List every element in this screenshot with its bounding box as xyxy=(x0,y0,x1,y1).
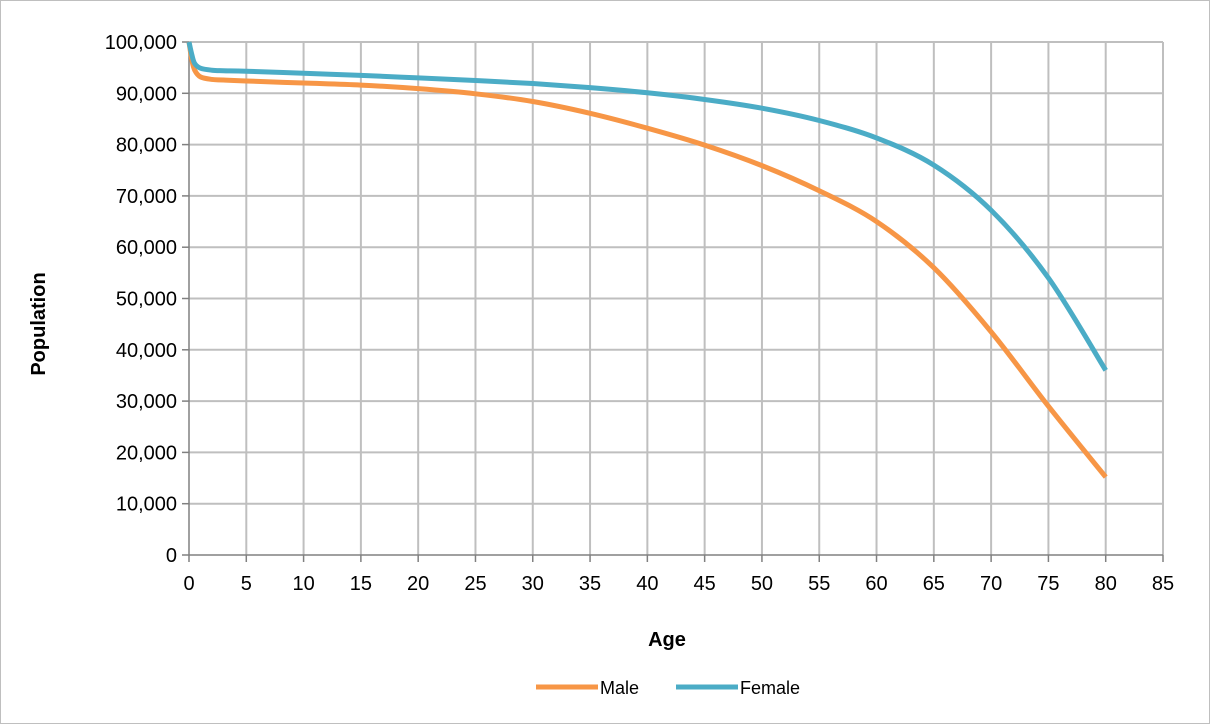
x-tick-label: 35 xyxy=(579,573,601,595)
x-tick-label: 45 xyxy=(694,573,716,595)
x-tick-label: 40 xyxy=(636,573,658,595)
y-tick-label: 30,000 xyxy=(116,391,177,413)
series-line-male xyxy=(186,41,1108,479)
y-tick-label: 100,000 xyxy=(105,32,177,54)
x-tick-label: 70 xyxy=(980,573,1002,595)
y-tick-label: 10,000 xyxy=(116,494,177,516)
x-tick-label: 25 xyxy=(464,573,486,595)
x-tick-label: 15 xyxy=(350,573,372,595)
y-tick-label: 70,000 xyxy=(116,186,177,208)
series-lines xyxy=(186,41,1108,479)
series-line-female xyxy=(186,41,1108,372)
x-tick-label: 20 xyxy=(407,573,429,595)
x-axis-title: Age xyxy=(648,629,686,651)
y-tick-label: 80,000 xyxy=(116,135,177,157)
y-axis-tick-labels: 0 10,000 20,000 30,000 40,000 50,000 60,000 70,… xyxy=(105,32,177,567)
legend: Male Female xyxy=(536,678,800,698)
gridlines xyxy=(189,41,1164,555)
legend-label-male: Male xyxy=(600,678,639,698)
y-tick-label: 60,000 xyxy=(116,237,177,259)
x-tick-label: 65 xyxy=(923,573,945,595)
x-tick-label: 75 xyxy=(1037,573,1059,595)
legend-label-female: Female xyxy=(740,678,800,698)
x-tick-label: 5 xyxy=(241,573,252,595)
y-tick-label: 50,000 xyxy=(116,289,177,311)
y-tick-label: 90,000 xyxy=(116,83,177,105)
x-tick-label: 55 xyxy=(808,573,830,595)
x-tick-label: 80 xyxy=(1095,573,1117,595)
x-axis-tick-labels: 0 5 10 15 20 25 30 35 40 45 50 55 60 65 70 75 80 85 xyxy=(183,573,1174,595)
y-axis-title: Population xyxy=(28,272,50,375)
x-tick-label: 30 xyxy=(522,573,544,595)
x-tick-label: 10 xyxy=(292,573,314,595)
x-tick-label: 0 xyxy=(183,573,194,595)
y-tick-label: 40,000 xyxy=(116,340,177,362)
y-tick-label: 20,000 xyxy=(116,442,177,464)
x-tick-label: 60 xyxy=(865,573,887,595)
x-tick-label: 50 xyxy=(751,573,773,595)
x-tick-label: 85 xyxy=(1152,573,1174,595)
y-tick-label: 0 xyxy=(166,545,177,567)
axes xyxy=(182,41,1164,562)
